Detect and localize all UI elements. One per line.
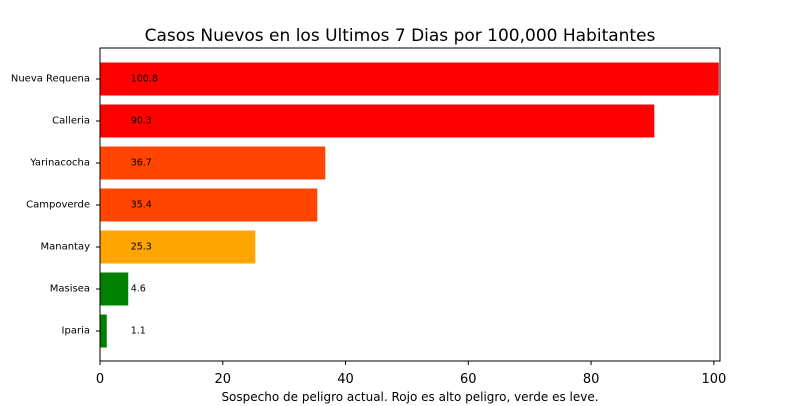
value-label-yarinacocha: 36.7	[131, 158, 152, 169]
x-tick-label-80: 80	[583, 372, 600, 387]
plot-frame	[99, 47, 721, 362]
value-label-iparia: 1.1	[131, 326, 146, 337]
value-labels-group: 100.8 90.3 36.7 35.4 25.3 4.6 1.1	[131, 74, 158, 337]
x-tick-label-100: 100	[701, 372, 726, 387]
category-label-masisea: Masisea	[50, 284, 90, 295]
bar-nueva-requena	[100, 62, 719, 96]
value-label-calleria: 90.3	[131, 116, 152, 127]
category-label-manantay: Manantay	[40, 242, 90, 253]
bar-campoverde	[100, 188, 318, 222]
bar-manantay	[100, 230, 256, 264]
x-axis: 0 20 40 60 80 100	[96, 361, 726, 387]
value-label-nueva-requena: 100.8	[131, 74, 158, 85]
value-label-masisea: 4.6	[131, 284, 146, 295]
category-label-iparia: Iparia	[62, 326, 90, 337]
bar-iparia	[100, 314, 107, 348]
category-label-yarinacocha: Yarinacocha	[29, 158, 90, 169]
bars-group	[100, 62, 719, 348]
x-tick-label-40: 40	[337, 372, 354, 387]
chart-title: Casos Nuevos en los Ultimos 7 Dias por 1…	[145, 26, 656, 46]
value-label-manantay: 25.3	[131, 242, 152, 253]
x-tick-label-20: 20	[214, 372, 231, 387]
value-label-campoverde: 35.4	[131, 200, 152, 211]
x-tick-label-60: 60	[460, 372, 477, 387]
category-label-campoverde: Campoverde	[26, 200, 90, 211]
category-label-calleria: Calleria	[52, 116, 90, 127]
y-axis: Nueva Requena Calleria Yarinacocha Campover…	[11, 74, 100, 337]
bar-calleria	[100, 104, 655, 138]
x-axis-label: Sospecho de peligro actual. Rojo es alto…	[221, 390, 598, 404]
bar-masisea	[100, 272, 129, 306]
category-label-nueva-requena: Nueva Requena	[11, 74, 90, 85]
bar-yarinacocha	[100, 146, 326, 180]
x-tick-label-0: 0	[96, 372, 104, 387]
